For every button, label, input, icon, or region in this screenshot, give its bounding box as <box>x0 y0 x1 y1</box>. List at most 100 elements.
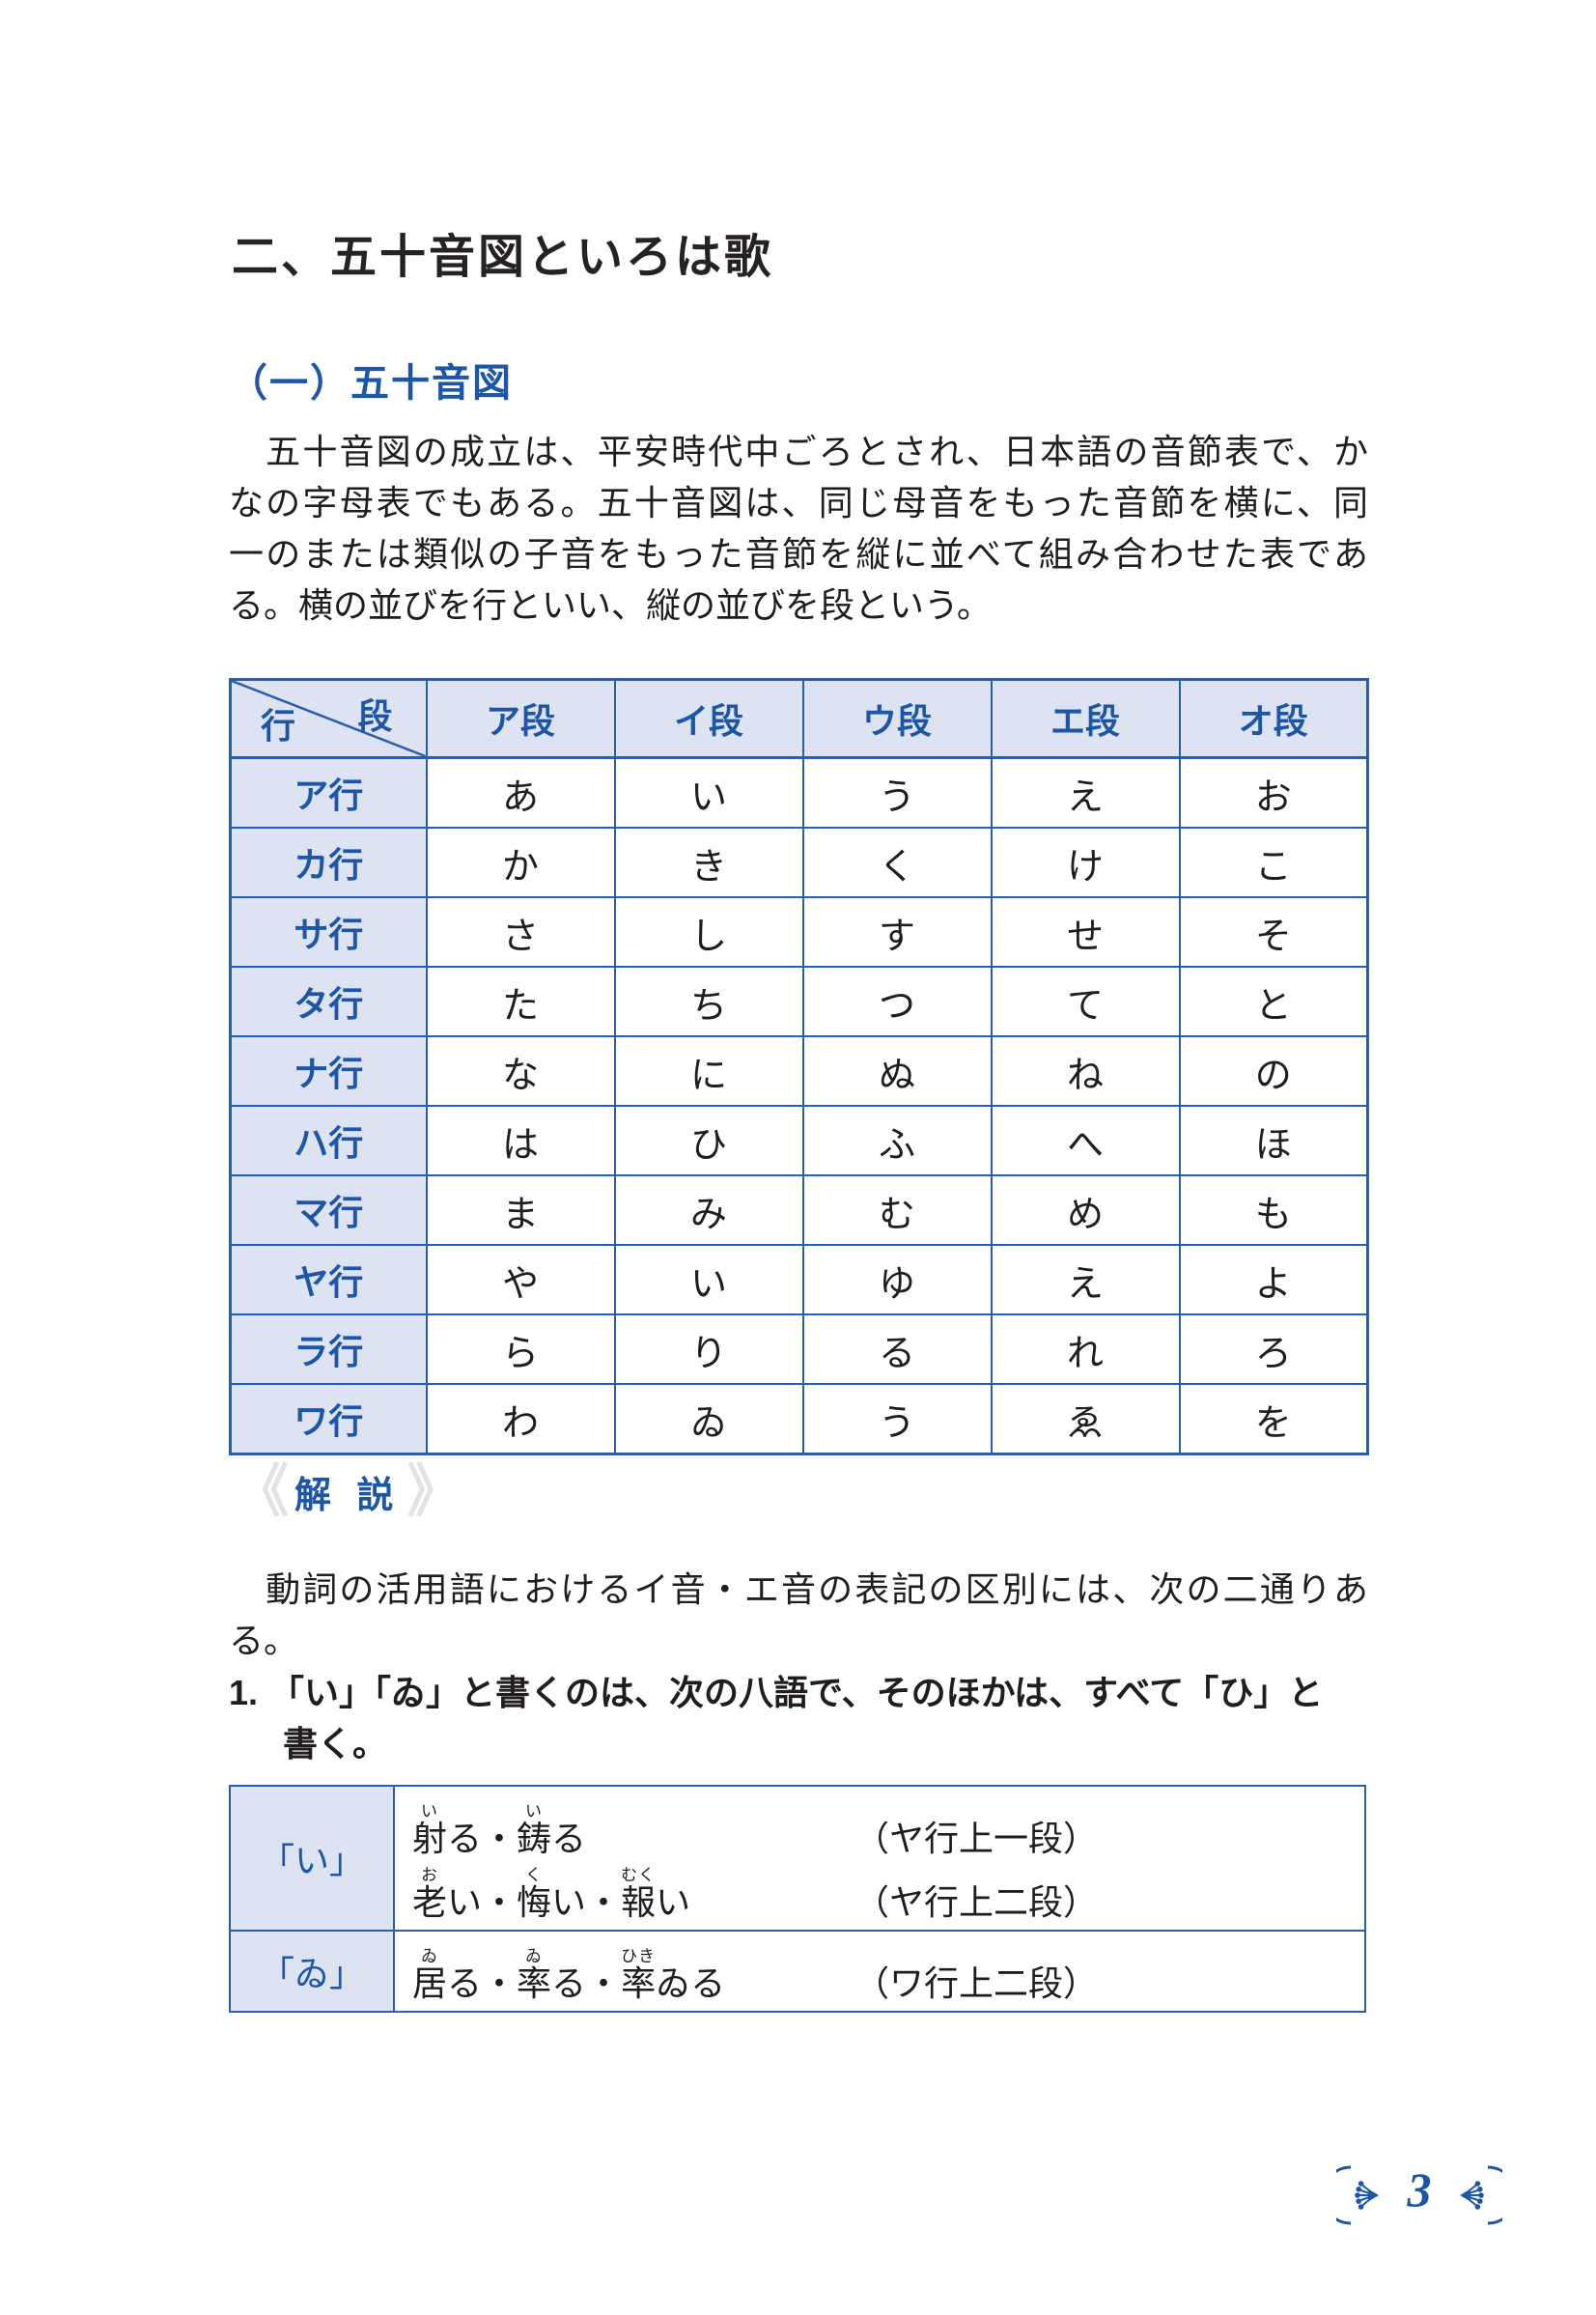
list-item-1: 1. 「い」「ゐ」と書くのは、次の八語で、そのほかは、すべて「ひ」と 書く。 <box>229 1667 1387 1769</box>
list-item-text: 「い」「ゐ」と書くのは、次の八語で、そのほかは、すべて「ひ」と <box>269 1673 1324 1712</box>
example-line: 老おい・悔くい・報むくい （ヤ行上二段） <box>412 1858 1364 1922</box>
examples-table: 「い」 射いる・鋳いる （ヤ行上一段） 老おい・悔くい・報むくい （ヤ行上二段） 「ゐ」居… <box>229 1785 1366 2013</box>
column-header: オ段 <box>1178 678 1369 759</box>
example-words: 射いる・鋳いる <box>412 1801 587 1858</box>
kana-cell: お <box>1178 756 1369 829</box>
ruby-word: 射い <box>412 1801 448 1858</box>
kana-cell: え <box>990 1244 1181 1315</box>
explanation-line: 動詞の活用語におけるイ音・エ音の表記の区別には、次の二通りあ <box>229 1569 1368 1609</box>
kana-cell: う <box>801 1383 993 1455</box>
table-row: ハ行はひふへほ <box>229 1105 1369 1176</box>
row-label: 「ゐ」 <box>229 1930 395 2013</box>
corner-cell: 段 行 <box>229 678 428 759</box>
row-header: サ行 <box>229 896 428 968</box>
column-header: イ段 <box>613 678 804 759</box>
kana-cell: け <box>990 827 1181 898</box>
gojuon-header-row: 段 行 ア段 イ段 ウ段 エ段 オ段 <box>229 678 1369 759</box>
kana-cell: つ <box>801 966 993 1037</box>
kana-cell: れ <box>990 1313 1181 1385</box>
kana-cell: し <box>613 896 804 968</box>
column-header: エ段 <box>990 678 1181 759</box>
kana-cell: も <box>1178 1174 1369 1246</box>
kana-cell: の <box>1178 1035 1369 1107</box>
examples-cell: 射いる・鋳いる （ヤ行上一段） 老おい・悔くい・報むくい （ヤ行上二段） <box>393 1785 1366 1932</box>
kana-cell: せ <box>990 896 1181 968</box>
explanation-line: る。 <box>229 1621 299 1660</box>
intro-line: 一のまたは類似の子音をもった音節を縦に並べて組み合わせた表であ <box>229 534 1368 574</box>
chapter-title: 二、五十音図といろは歌 <box>232 232 774 283</box>
intro-line: なの字母表でもある。五十音図は、同じ母音をもった音節を横に、同 <box>229 483 1368 522</box>
double-angle-right-icon: 》 <box>406 1458 462 1523</box>
row-header: ヤ行 <box>229 1244 428 1315</box>
column-header: ウ段 <box>801 678 993 759</box>
double-angle-left-icon: 《 <box>235 1458 289 1523</box>
kana-cell: ま <box>425 1174 616 1246</box>
intro-line: 五十音図の成立は、平安時代中ごろとされ、日本語の音節表で、か <box>229 432 1368 471</box>
ruby-word: 居ゐ <box>412 1946 448 2003</box>
list-item-number: 1. <box>229 1673 259 1712</box>
table-row: ア行あいうえお <box>229 756 1369 829</box>
kana-cell: ぬ <box>801 1035 993 1107</box>
example-line: 射いる・鋳いる （ヤ行上一段） <box>412 1794 1364 1858</box>
page-number: 3 <box>1407 2162 1432 2216</box>
kana-cell: へ <box>990 1105 1181 1176</box>
example-words: 老おい・悔くい・報むくい <box>412 1865 691 1922</box>
table-row: ヤ行やいゆえよ <box>229 1244 1369 1315</box>
kana-cell: い <box>613 1244 804 1315</box>
kana-cell: こ <box>1178 827 1369 898</box>
gojuon-table: 段 行 ア段 イ段 ウ段 エ段 オ段 ア行あいうえおカ行かきくけこサ行さしすせそタ行たち… <box>229 678 1369 1455</box>
kana-cell: ゐ <box>613 1383 804 1455</box>
kana-cell: ほ <box>1178 1105 1369 1176</box>
ruby-word: 鋳い <box>517 1801 552 1858</box>
ruby-word: 悔く <box>517 1865 552 1922</box>
row-header: マ行 <box>229 1174 428 1246</box>
kana-cell: ね <box>990 1035 1181 1107</box>
kana-cell: る <box>801 1313 993 1385</box>
example-note: （ヤ行上二段） <box>854 1881 1099 1922</box>
kana-cell: や <box>425 1244 616 1315</box>
kana-cell: り <box>613 1313 804 1385</box>
table-row: ラ行らりるれろ <box>229 1313 1369 1385</box>
list-item-line: 書く。 <box>283 1724 388 1764</box>
kana-cell: は <box>425 1105 616 1176</box>
kana-cell: ひ <box>613 1105 804 1176</box>
row-header: ア行 <box>229 756 428 829</box>
kana-cell: さ <box>425 896 616 968</box>
kana-cell: ふ <box>801 1105 993 1176</box>
row-header: ワ行 <box>229 1383 428 1455</box>
kana-cell: よ <box>1178 1244 1369 1315</box>
row-header: タ行 <box>229 966 428 1037</box>
column-header: ア段 <box>425 678 616 759</box>
ruby-word: 老お <box>412 1865 448 1922</box>
kana-cell: き <box>613 827 804 898</box>
row-header: ハ行 <box>229 1105 428 1176</box>
examples-cell: 居ゐる・率ゐる・率ひきゐる （ワ行上二段） <box>393 1930 1366 2013</box>
kana-cell: な <box>425 1035 616 1107</box>
examples-body: 「い」 射いる・鋳いる （ヤ行上一段） 老おい・悔くい・報むくい （ヤ行上二段） 「ゐ」居… <box>229 1785 1366 2013</box>
kana-cell: む <box>801 1174 993 1246</box>
kana-cell: ち <box>613 966 804 1037</box>
example-note: （ヤ行上一段） <box>854 1818 1099 1858</box>
kana-cell: て <box>990 966 1181 1037</box>
section-title: （一）五十音図 <box>229 362 513 405</box>
kana-cell: に <box>613 1035 804 1107</box>
kana-cell: ゑ <box>990 1383 1181 1455</box>
kana-cell: そ <box>1178 896 1369 968</box>
gojuon-body: ア行あいうえおカ行かきくけこサ行さしすせそタ行たちつてとナ行なにぬねのハ行はひふ… <box>229 756 1369 1455</box>
kana-cell: わ <box>425 1383 616 1455</box>
fan-right-ornament-icon <box>1460 2165 1502 2225</box>
table-row: カ行かきくけこ <box>229 827 1369 898</box>
row-header: ナ行 <box>229 1035 428 1107</box>
table-row: 「ゐ」 居ゐる・率ゐる・率ひきゐる （ワ行上二段） <box>229 1930 1366 2013</box>
row-label: 「い」 <box>229 1785 395 1932</box>
table-row: サ行さしすせそ <box>229 896 1369 968</box>
kana-cell: あ <box>425 756 616 829</box>
corner-label-dan: 段 <box>357 696 393 736</box>
kana-cell: か <box>425 827 616 898</box>
intro-line: る。横の並びを行といい、縦の並びを段という。 <box>229 585 992 625</box>
kana-cell: た <box>425 966 616 1037</box>
row-header: カ行 <box>229 827 428 898</box>
table-row: ワ行わゐうゑを <box>229 1383 1369 1455</box>
kana-cell: う <box>801 756 993 829</box>
